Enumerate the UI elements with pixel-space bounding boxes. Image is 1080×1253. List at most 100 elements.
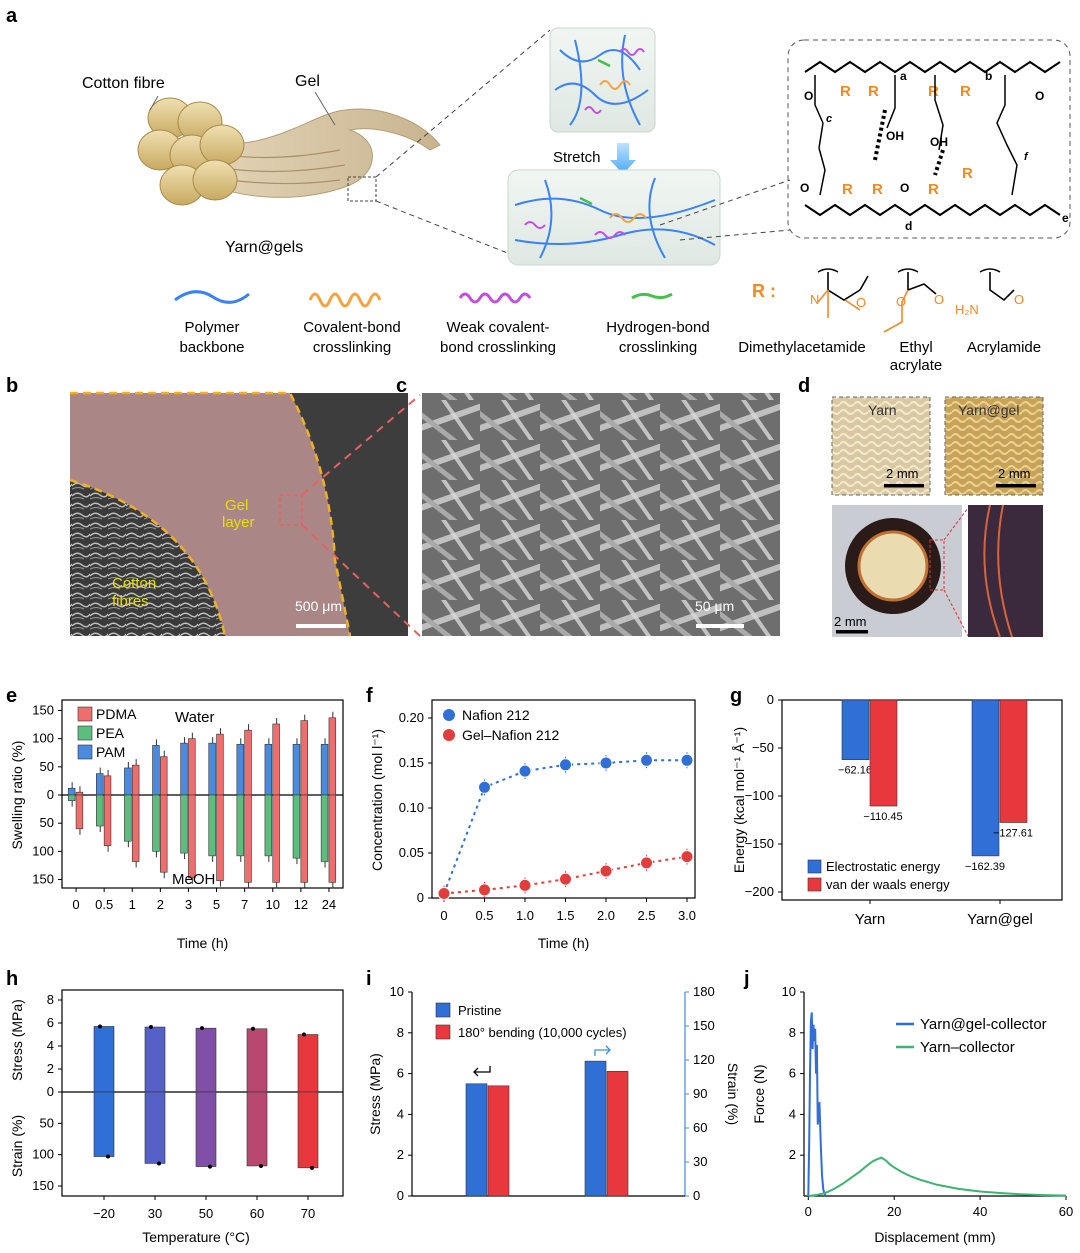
- h-data-dot: [200, 1026, 204, 1031]
- e-bar-water-pam: [264, 743, 273, 796]
- e-bar-meoh-pea: [292, 794, 301, 859]
- e-annotation-water: Water: [175, 709, 214, 726]
- legend-covalent-line2: crosslinking: [313, 339, 391, 356]
- f-ytick-label: 0.20: [399, 710, 424, 725]
- cross-section-scale-text: 2 mm: [834, 614, 867, 629]
- hbond-2: [933, 149, 945, 176]
- yarn-photo-label: Yarn: [868, 402, 897, 418]
- h-ytick-top: 6: [47, 1015, 54, 1030]
- subscript-b: b: [985, 69, 992, 83]
- f-xtick-label: 2.5: [637, 908, 655, 923]
- zoom-line-top: [375, 29, 551, 178]
- subscript-a: a: [900, 69, 907, 83]
- f-xtick-label: 0: [440, 908, 447, 923]
- yarn-gel-photo-scale-bar: [996, 484, 1036, 488]
- legend-backbone-line1: Polymer: [184, 319, 239, 336]
- e-bar-water-pdma: [216, 733, 224, 796]
- cotton-fibre-pointer: [149, 95, 159, 111]
- e-ytick-label: 100: [32, 843, 54, 858]
- r-group-7: R: [928, 181, 939, 198]
- h-stress-bar: [297, 1034, 319, 1093]
- f-xtick-label: 0.5: [475, 908, 493, 923]
- e-bar-water-pam: [292, 743, 301, 796]
- f-ytick-label: 0.15: [399, 755, 424, 770]
- backbone-bottom: [804, 203, 1061, 217]
- g-ytick-label: −200: [745, 884, 774, 899]
- network-legend: Polymer backbone Covalent-bond crosslink…: [174, 290, 710, 356]
- gel-layer-region: [70, 393, 350, 636]
- f-point: [640, 856, 653, 870]
- e-bar-meoh-pdma: [328, 794, 337, 883]
- e-bar-meoh-pdma: [272, 794, 280, 883]
- panel-c-label: c: [396, 375, 407, 397]
- h-data-dot: [106, 1154, 110, 1159]
- r-item-2-line1: Ethyl: [899, 339, 932, 356]
- subscript-e: e: [1062, 211, 1069, 225]
- legend-swatch-covalent: [308, 292, 382, 308]
- i-arrow-right: [594, 1045, 611, 1056]
- e-bar-water-pdma: [244, 729, 252, 796]
- b-scale-bar: [296, 624, 346, 628]
- legend-hydrogen-line2: crosslinking: [619, 339, 697, 356]
- e-ytick-label: 100: [32, 731, 54, 746]
- f-ytick-label: 0.05: [399, 845, 424, 860]
- j-ytick-label: 8: [789, 1025, 796, 1040]
- yarn-gels-label: Yarn@gels: [225, 239, 303, 256]
- b-to-c-line-top: [301, 394, 421, 496]
- g-ytick-label: −50: [752, 740, 774, 755]
- g-legend-swatch: [807, 859, 822, 874]
- e-bar-meoh-pdma: [160, 794, 168, 873]
- r-group-2: R: [868, 83, 879, 100]
- h-ytick-bottom: 50: [40, 1115, 54, 1130]
- panel-h-label: h: [6, 968, 18, 990]
- r-group-6: R: [872, 181, 883, 198]
- g-bar-label: −110.45: [863, 811, 902, 823]
- e-frame: [61, 699, 344, 889]
- j-legend-label: Yarn–collector: [920, 1039, 1015, 1056]
- h-ytick-top: 8: [47, 992, 54, 1007]
- i-ylabel: Stress (MPa): [367, 1053, 383, 1135]
- zoom-box: [347, 176, 377, 202]
- g-xtick-label: Yarn@gel: [967, 911, 1033, 928]
- f-frame: [431, 699, 696, 899]
- i-legend-label: Pristine: [458, 1003, 501, 1018]
- h-data-dot: [259, 1163, 263, 1168]
- g-ytick-label: 0: [767, 692, 774, 707]
- ethyl-acrylate-o1: O: [896, 294, 906, 309]
- e-legend-swatch: [77, 706, 93, 722]
- cross-section-zoom-box: [929, 539, 945, 591]
- acrylamide-o: O: [1014, 292, 1024, 307]
- r-item-3-line1: Acrylamide: [967, 339, 1041, 356]
- g-legend-swatch: [807, 877, 822, 892]
- c-scale-bar: [696, 624, 744, 628]
- dimethylacetamide-o: O: [856, 295, 866, 310]
- legend-covalent-line1: Covalent-bond: [303, 319, 401, 336]
- subscript-f: f: [1024, 151, 1029, 163]
- h-xtick-label: 70: [301, 1206, 315, 1221]
- legend-swatch-weak-covalent: [458, 292, 532, 304]
- e-xtick-label: 0: [72, 897, 79, 912]
- panel-j-label: j: [743, 968, 750, 990]
- h-data-dot: [302, 1032, 306, 1037]
- panel-a: a Cotton fibre Gel Yarn@gels: [6, 5, 1071, 374]
- panel-b-label: b: [6, 375, 18, 397]
- acrylamide-structure-black: [979, 268, 1015, 302]
- f-point: [680, 850, 694, 864]
- d-zoom-line-bottom: [943, 589, 969, 637]
- f-point: [599, 756, 613, 770]
- i-ytick-label: 10: [390, 984, 404, 999]
- side-chain-right: [996, 75, 1018, 196]
- oxygen-2: O: [1035, 89, 1044, 103]
- r-item-1-line1: Dimethylacetamide: [738, 339, 866, 356]
- f-point: [437, 887, 451, 900]
- ethyl-acrylate-structure-orange: [883, 289, 909, 333]
- panel-c: c 50 μm: [396, 375, 780, 636]
- d-zoom-line-top: [943, 507, 969, 541]
- h-stress-bar: [246, 1028, 268, 1093]
- i-strain-bar-0: [584, 1060, 607, 1197]
- g-ytick-label: −100: [745, 788, 774, 803]
- e-xtick-label: 1: [129, 897, 136, 912]
- e-bar-water-pdma: [300, 720, 308, 796]
- dimethylacetamide-n: N: [810, 292, 819, 307]
- e-bar-meoh-pea: [264, 794, 273, 857]
